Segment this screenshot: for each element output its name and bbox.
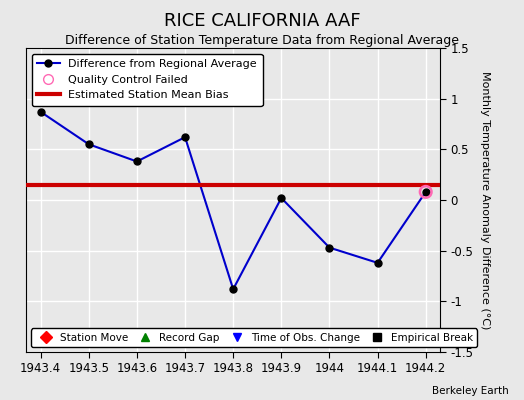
Text: Berkeley Earth: Berkeley Earth xyxy=(432,386,508,396)
Text: RICE CALIFORNIA AAF: RICE CALIFORNIA AAF xyxy=(163,12,361,30)
Legend: Station Move, Record Gap, Time of Obs. Change, Empirical Break: Station Move, Record Gap, Time of Obs. C… xyxy=(31,328,477,347)
Point xyxy=(421,189,430,195)
Y-axis label: Monthly Temperature Anomaly Difference (°C): Monthly Temperature Anomaly Difference (… xyxy=(480,71,490,329)
Text: Difference of Station Temperature Data from Regional Average: Difference of Station Temperature Data f… xyxy=(65,34,459,47)
